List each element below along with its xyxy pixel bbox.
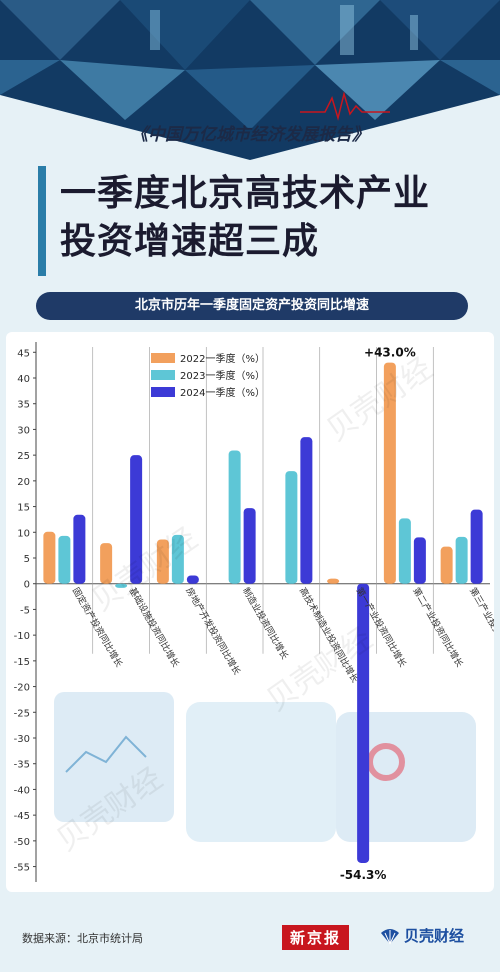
- decor-line: [65, 735, 147, 773]
- y-tick-label: -5: [20, 605, 30, 616]
- decor-screen: [336, 712, 476, 842]
- y-tick-label: -35: [14, 760, 30, 771]
- annotation-label: +43.0%: [364, 346, 416, 360]
- bar: [156, 539, 169, 584]
- bar: [243, 508, 256, 584]
- y-tick-label: -55: [14, 863, 30, 874]
- y-tick-label: -25: [14, 708, 30, 719]
- bar: [171, 534, 184, 584]
- y-tick-label: 20: [17, 477, 30, 488]
- category-label: 第三产业投资同比增长: [467, 585, 494, 669]
- category-label: 制造业投资同比增长: [240, 585, 291, 661]
- decor-screen: [186, 702, 336, 842]
- y-tick-label: 45: [17, 348, 30, 359]
- bar: [130, 455, 143, 584]
- brand-beike-logo: 贝壳财经: [380, 925, 464, 946]
- brand-beike-name: 贝壳财经: [404, 927, 465, 945]
- bar: [285, 471, 298, 584]
- legend-swatch: [151, 370, 175, 380]
- watermark-text: 贝壳财经: [321, 351, 439, 448]
- y-tick-label: 10: [17, 528, 30, 539]
- bar: [300, 437, 313, 584]
- legend-swatch: [151, 353, 175, 363]
- y-tick-label: -15: [14, 657, 30, 668]
- y-tick-label: 40: [17, 374, 30, 385]
- bar: [398, 518, 411, 584]
- bar: [440, 546, 453, 584]
- bar: [455, 536, 468, 584]
- bar: [100, 543, 113, 584]
- bar: [43, 531, 56, 584]
- bar: [58, 535, 71, 584]
- decor-screen: [54, 692, 174, 822]
- page-title: 一季度北京高技术产业 投资增速超三成: [60, 170, 490, 266]
- bar: [115, 583, 128, 588]
- legend-label: 2022一季度（%）: [180, 352, 265, 365]
- brand-xinjingbao-logo: 新京报: [282, 925, 350, 950]
- y-tick-label: 30: [17, 425, 30, 436]
- y-tick-label: -20: [14, 683, 30, 694]
- report-name: 《中国万亿城市经济发展报告》: [131, 125, 369, 145]
- y-tick-label: 25: [17, 451, 30, 462]
- y-tick-label: 35: [17, 400, 30, 411]
- bar: [413, 537, 426, 584]
- y-tick-label: -50: [14, 837, 30, 848]
- bar: [327, 578, 340, 584]
- legend-swatch: [151, 387, 175, 397]
- bar: [73, 514, 86, 584]
- y-tick-label: 15: [17, 503, 30, 514]
- title-accent-bar: [38, 166, 46, 276]
- annotation-label: -54.3%: [340, 868, 387, 882]
- bar: [383, 362, 396, 584]
- legend-label: 2024一季度（%）: [180, 386, 265, 399]
- y-tick-label: -45: [14, 811, 30, 822]
- data-source: 数据来源：北京市统计局: [22, 932, 143, 945]
- legend-label: 2023一季度（%）: [180, 369, 265, 382]
- chart-heading: 北京市历年一季度固定资产投资同比增速: [36, 292, 468, 320]
- category-label: 第二产业投资同比增长: [410, 585, 465, 669]
- decor-donut: [367, 743, 405, 781]
- bar: [470, 509, 483, 584]
- bar-chart: 45 40 35 30 25 20 15 10 5 0 -5 -10 -15 -20 -25 -30 -35 -4…: [14, 342, 494, 882]
- bar: [186, 575, 199, 584]
- title-line-2: 投资增速超三成: [60, 221, 320, 262]
- shell-icon: [381, 928, 399, 944]
- hero-banner: [0, 0, 500, 160]
- bar: [357, 583, 370, 863]
- chart-panel: 45 40 35 30 25 20 15 10 5 0 -5 -10 -15 -20 -25 -30 -35 -4…: [6, 332, 494, 892]
- y-tick-label: 5: [24, 554, 30, 565]
- category-label: 房地产开发投资同比增长: [183, 585, 243, 677]
- bar: [228, 450, 241, 584]
- y-tick-label: -40: [14, 785, 30, 796]
- y-tick-label: -10: [14, 631, 30, 642]
- y-tick-label: -30: [14, 734, 30, 745]
- y-tick-label: 0: [24, 580, 30, 591]
- pulse-line-icon: [300, 92, 390, 121]
- title-line-1: 一季度北京高技术产业: [60, 173, 431, 214]
